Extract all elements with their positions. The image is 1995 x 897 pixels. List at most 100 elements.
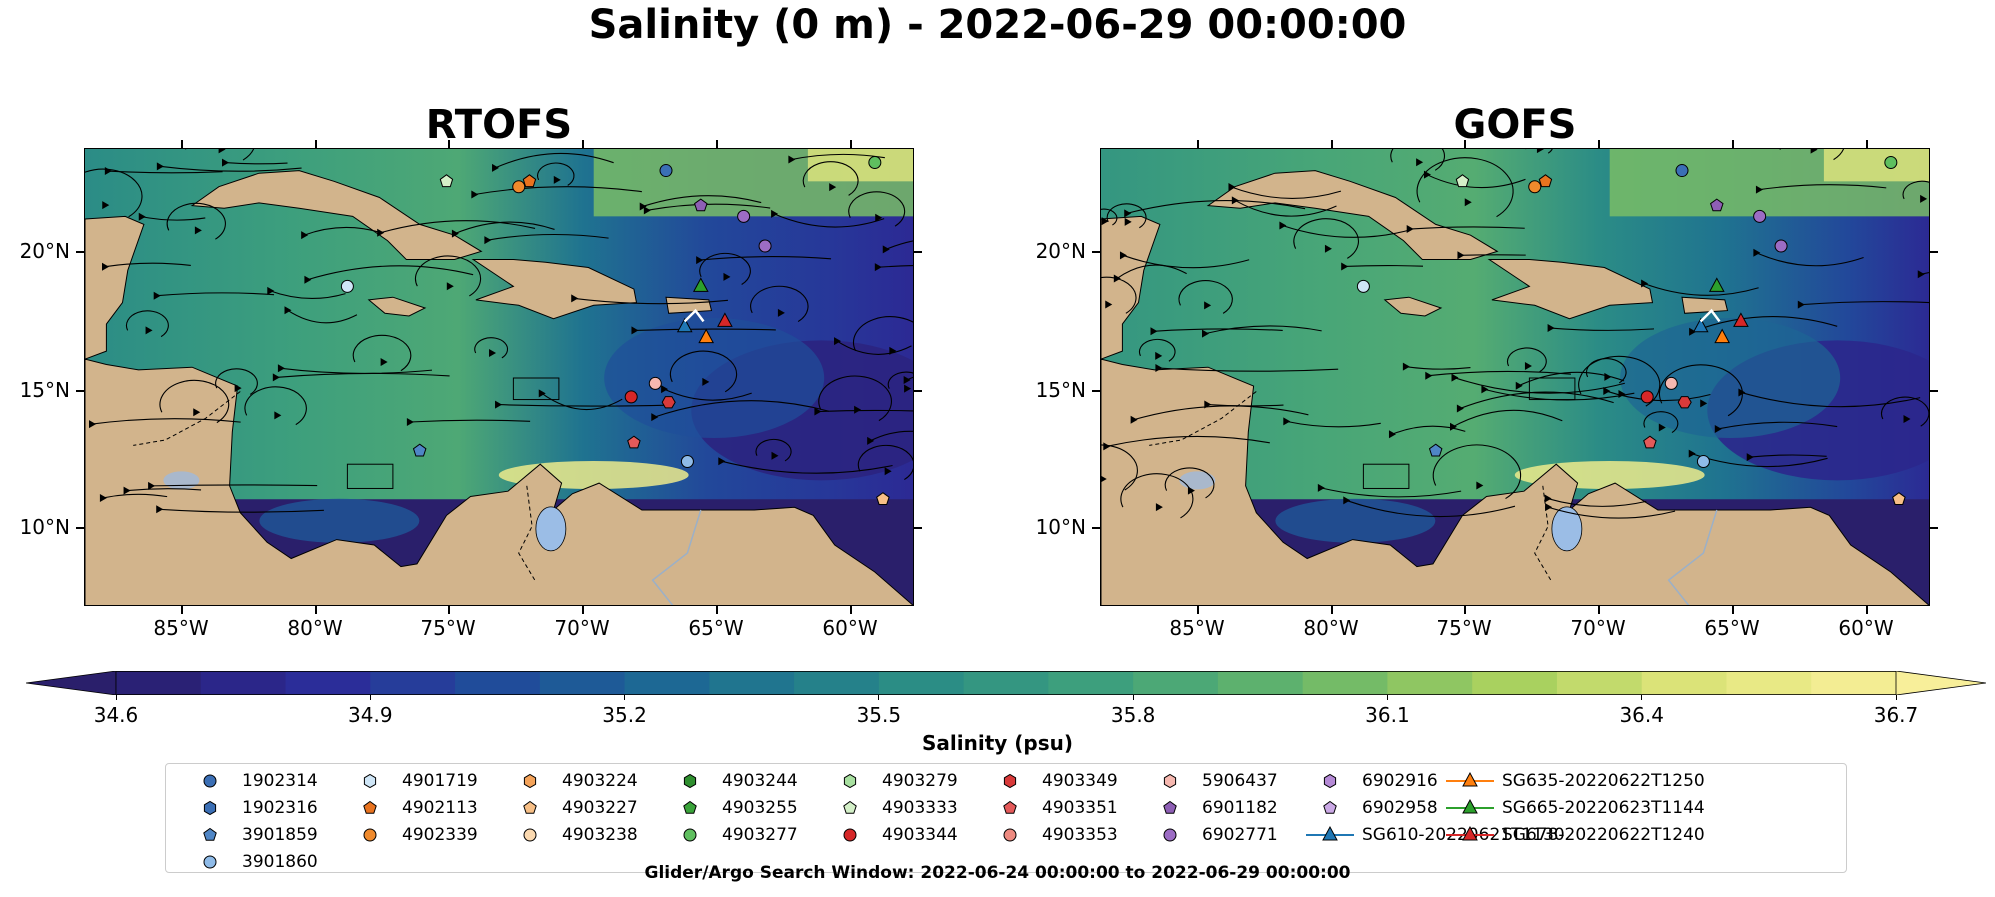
pentagon-icon (843, 800, 857, 814)
argo-float-marker (1696, 455, 1710, 469)
streamline-arrow (89, 420, 97, 429)
streamline (1800, 301, 1929, 306)
axis-tick (1930, 390, 1938, 392)
circle-icon (1003, 828, 1017, 842)
streamline (307, 265, 474, 281)
legend-item-label: 4902113 (402, 798, 478, 818)
streamline (1454, 377, 1625, 394)
axis-tick (1866, 140, 1868, 148)
lake-nicaragua (1179, 471, 1216, 490)
streamline (1320, 487, 1462, 498)
legend-item-label: SG635-20220622T1250 (1502, 771, 1705, 791)
streamline-arrow (538, 389, 546, 398)
streamline (409, 419, 531, 423)
streamline-arrow (1406, 225, 1414, 234)
streamline-arrow (148, 481, 156, 490)
axis-tick (76, 251, 84, 253)
streamline (642, 195, 762, 207)
streamline (1116, 264, 1187, 279)
streamline (1416, 157, 1514, 218)
atlantic-high-salinity (1823, 149, 1929, 182)
colorbar-segment (1217, 671, 1304, 695)
axis-tick (1930, 527, 1938, 529)
circle-icon (363, 828, 377, 842)
axis-tick (181, 606, 183, 614)
lat-label-10n-right: 10°N (1035, 515, 1086, 539)
axis-tick (1464, 140, 1466, 148)
legend-item-label: 4903344 (882, 825, 958, 845)
streamline-arrow (1536, 149, 1544, 154)
streamline-arrow (1456, 404, 1464, 413)
streamline (1101, 444, 1138, 491)
axis-tick (914, 251, 922, 253)
axis-tick (1092, 251, 1100, 253)
streamline (836, 340, 912, 355)
river (651, 509, 702, 605)
streamline-arrow (788, 155, 796, 164)
streamline-arrow (284, 306, 292, 315)
streamline (1234, 199, 1337, 217)
streamline (1659, 364, 1743, 417)
colorbar-tick-label: 36.1 (1365, 703, 1410, 727)
streamline-arrow (1317, 483, 1325, 492)
axis-tick (850, 140, 852, 148)
salinity-colorbar (26, 671, 1986, 695)
colorbar-tick-mark (1895, 695, 1897, 700)
streamline (1391, 425, 1466, 435)
streamline-arrow (867, 436, 875, 445)
streamline (721, 460, 893, 474)
streamline (802, 161, 859, 196)
colorbar-segment (794, 671, 880, 695)
streamline (1749, 454, 1827, 458)
streamline-arrow (1903, 415, 1911, 424)
streamline (1153, 328, 1283, 332)
argo-float-marker (512, 180, 526, 194)
pentagon-icon (363, 800, 377, 814)
pentagon-icon (1003, 800, 1017, 814)
lake-maracaibo (535, 506, 567, 552)
argo-float-marker (680, 455, 694, 469)
streamline (1101, 208, 1118, 226)
streamline-arrow (718, 457, 726, 466)
gofs-panel-title: GOFS (1453, 102, 1577, 148)
streamline (750, 285, 809, 323)
legend-item-label: 5906437 (1202, 771, 1278, 791)
axis-tick (1197, 606, 1199, 614)
argo-float-marker (1356, 279, 1370, 293)
colorbar-tick-label: 35.5 (856, 703, 902, 727)
streamline-arrow (221, 158, 229, 167)
streamline (1506, 347, 1547, 373)
streamline-arrow (1746, 453, 1754, 462)
streamline (1426, 174, 1526, 189)
streamline (125, 310, 169, 338)
axis-tick (448, 140, 450, 148)
streamline-arrow (1641, 279, 1649, 288)
streamline (1409, 226, 1525, 230)
search-window-caption: Glider/Argo Search Window: 2022-06-24 00… (644, 863, 1351, 883)
glider-marker (698, 328, 714, 344)
streamline-arrow (301, 231, 309, 240)
streamline-arrow (145, 326, 153, 335)
streamline (474, 186, 642, 196)
streamline (1547, 506, 1676, 519)
argo-float-marker (340, 279, 354, 293)
land-jamaica (367, 296, 427, 317)
streamline-arrow (101, 262, 109, 271)
streamline-arrow (651, 413, 659, 422)
streamline-arrow (639, 202, 647, 211)
axis-tick (76, 390, 84, 392)
colorbar-segment (116, 671, 202, 695)
lon-label-85w-left: 85°W (153, 616, 209, 640)
streamline-arrow (875, 213, 883, 222)
argo-float-marker (876, 492, 890, 505)
streamline-arrow (272, 373, 280, 382)
streamline (853, 316, 913, 352)
streamline (275, 372, 450, 378)
colorbar-segment (1048, 671, 1134, 695)
streamline-arrow (267, 286, 275, 295)
streamline (126, 488, 202, 492)
legend-item-label: 4903238 (562, 825, 638, 845)
argo-float-marker (737, 209, 751, 223)
colorbar-segment (963, 671, 1049, 695)
streamline-arrow (489, 348, 497, 357)
